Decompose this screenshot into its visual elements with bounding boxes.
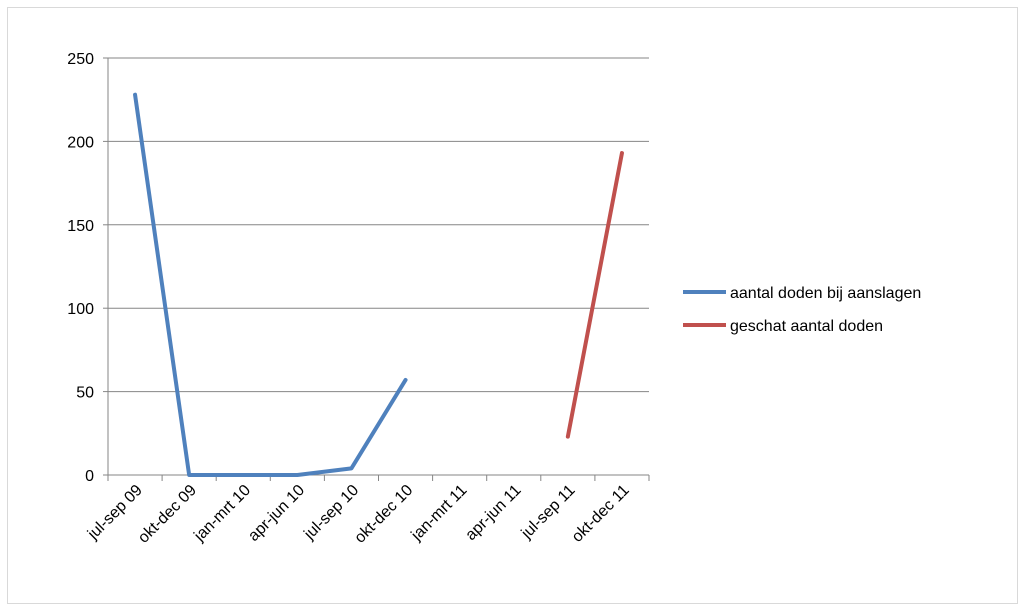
x-tick-label: jan-mrt 10 (190, 482, 254, 546)
y-tick-label: 50 (76, 385, 94, 402)
legend: aantal doden bij aanslagen geschat aantal… (683, 285, 921, 335)
y-tick-label: 100 (67, 301, 94, 318)
series-lines (135, 95, 622, 475)
x-tick-label: apr-jun 11 (462, 482, 524, 544)
series-line-1 (135, 95, 406, 475)
x-tick-label: apr-jun 10 (245, 482, 308, 545)
series-line-2 (568, 153, 622, 437)
y-tick-label: 250 (67, 51, 94, 68)
x-tick-label: jan-mrt 11 (408, 482, 471, 545)
y-axis: 0 50 100 150 200 250 (67, 51, 108, 485)
legend-label-2: geschat aantal doden (730, 318, 883, 335)
legend-label-1: aantal doden bij aanslagen (730, 285, 921, 302)
x-tick-label: okt-dec 11 (569, 482, 633, 546)
gridlines (108, 58, 649, 392)
y-tick-label: 0 (85, 468, 94, 485)
y-tick-label: 200 (67, 134, 94, 151)
y-tick-label: 150 (67, 218, 94, 235)
x-tick-label: okt-dec 09 (135, 482, 200, 547)
x-tick-label: okt-dec 10 (352, 482, 417, 547)
